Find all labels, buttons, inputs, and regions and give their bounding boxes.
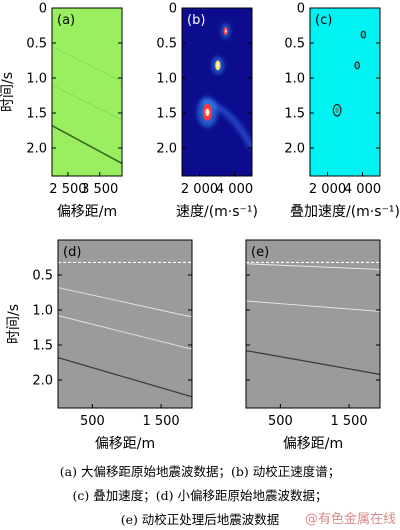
y-tick-label-b-3: 1.5 (156, 107, 177, 122)
data-layer-c (332, 30, 367, 117)
panel-d: (d) 0.5 1.0 1.5 2.0 500 1 500 偏移距/m 时间/s (6, 239, 193, 452)
stack-velocity-point-0 (360, 30, 367, 39)
plot-frame-c (309, 7, 381, 177)
x-tick-label-d-0: 500 (80, 414, 105, 429)
event-line-d-0 (58, 287, 192, 318)
plot-frame-e (245, 239, 381, 409)
y-tick-label-b-2: 1.0 (156, 72, 177, 87)
data-layer-a (52, 46, 122, 165)
y-axis-label-a: 时间/s (0, 72, 16, 112)
x-tick-label-a-1: 3 500 (81, 182, 118, 197)
y-tick-label-a-0: 0 (39, 2, 47, 17)
y-tick-label-a-4: 2.0 (26, 142, 47, 157)
plot-frame-b (181, 7, 253, 177)
panel-label-a: (a) (57, 13, 75, 28)
energy-core-2 (205, 108, 210, 117)
stack-velocity-point-core-0 (362, 32, 365, 37)
event-line-a-1 (52, 84, 122, 121)
plot-background-e (246, 240, 380, 408)
event-line-e-1 (246, 300, 380, 312)
y-tick-label-d-3: 2.0 (32, 374, 53, 389)
y-tick-label-c-1: 0.5 (284, 37, 305, 52)
panel-label-d: (d) (63, 245, 81, 260)
x-axis-label-c: 叠加速度/(m·s⁻¹) (290, 204, 400, 220)
event-line-e-0 (246, 263, 380, 270)
x-tick-label-d-1: 1 500 (142, 414, 179, 429)
x-tick-label-e-0: 500 (268, 414, 293, 429)
x-axis-label-a: 偏移距/m (57, 204, 117, 220)
x-tick-label-c-0: 2 000 (309, 182, 346, 197)
x-axis-label-e: 偏移距/m (283, 436, 343, 452)
y-tick-label-b-4: 2.0 (156, 142, 177, 157)
event-line-a-0 (52, 46, 122, 82)
stack-velocity-point-core-2 (335, 107, 340, 114)
data-layer-d (58, 287, 192, 398)
y-tick-label-d-1: 1.0 (32, 304, 53, 319)
y-tick-label-a-1: 0.5 (26, 37, 47, 52)
plot-background-c (310, 8, 380, 176)
plot-background-a (52, 8, 122, 176)
y-tick-label-a-2: 1.0 (26, 72, 47, 87)
y-tick-label-a-3: 1.5 (26, 107, 47, 122)
y-tick-label-b-0: 0 (169, 2, 177, 17)
watermark: @有色金属在线 (304, 512, 396, 527)
x-axis-label-b: 速度/(m·s⁻¹) (176, 204, 258, 220)
x-tick-label-b-0: 2 000 (181, 182, 218, 197)
energy-core-0 (224, 29, 227, 33)
caption-line-1: (a) 大偏移距原始地震波数据；(b) 动校正速度谱； (59, 464, 341, 479)
x-axis-label-d: 偏移距/m (95, 436, 155, 452)
plot-frame-a (51, 7, 123, 177)
event-line-d-2 (58, 357, 192, 398)
plot-frame-d (57, 239, 193, 409)
x-tick-label-e-1: 1 500 (330, 414, 367, 429)
y-axis-label-d: 时间/s (6, 304, 22, 344)
event-line-a-2 (52, 124, 122, 165)
x-tick-label-a-0: 2 500 (49, 182, 86, 197)
y-tick-label-d-0: 0.5 (32, 269, 53, 284)
y-tick-label-b-1: 0.5 (156, 37, 177, 52)
caption-line-2: (c) 叠加速度；(d) 小偏移距原始地震波数据； (72, 488, 328, 503)
panel-e: (e) 500 1 500 偏移距/m (245, 239, 381, 452)
event-line-d-1 (58, 315, 192, 350)
x-tick-label-b-1: 4 000 (216, 182, 253, 197)
y-tick-label-c-3: 1.5 (284, 107, 305, 122)
panel-label-e: (e) (251, 245, 269, 260)
panel-label-c: (c) (315, 13, 332, 28)
stack-velocity-point-core-1 (356, 63, 359, 68)
data-layer-b (197, 23, 252, 150)
y-tick-label-c-0: 0 (297, 2, 305, 17)
data-layer-e (246, 263, 380, 375)
energy-core-1 (216, 63, 220, 68)
x-tick-label-c-1: 4 000 (344, 182, 381, 197)
panel-label-b: (b) (187, 13, 205, 28)
stack-velocity-point-2 (332, 103, 342, 117)
y-tick-label-d-2: 1.5 (32, 339, 53, 354)
y-tick-label-c-2: 1.0 (284, 72, 305, 87)
event-line-e-2 (246, 350, 380, 375)
plot-background-b (182, 8, 252, 176)
y-tick-label-c-4: 2.0 (284, 142, 305, 157)
plot-background-d (58, 240, 192, 408)
caption-line-3: (e) 动校正处理后地震波数据 (120, 512, 280, 527)
stack-velocity-point-1 (354, 61, 361, 70)
